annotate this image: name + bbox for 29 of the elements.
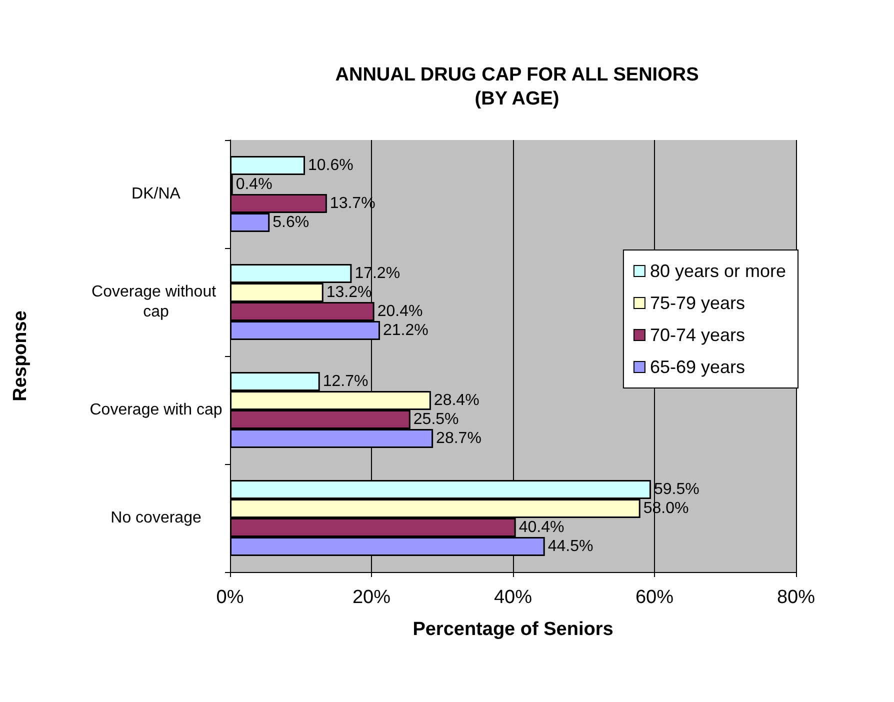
legend-label: 80 years or more [650,261,786,281]
data-label: 28.4% [434,392,480,409]
data-label: 44.5% [548,538,594,555]
chart-title: ANNUAL DRUG CAP FOR ALL SENIORS (BY AGE) [335,64,699,110]
data-label: 12.7% [322,373,368,390]
data-label: 28.7% [436,430,482,447]
data-label: 20.4% [377,303,423,320]
y-tick-label: No coverage [110,510,202,526]
y-tick-label: Coverage with cap [90,402,222,418]
data-label: 13.2% [326,284,372,301]
x-tick-label: 80% [776,587,816,608]
x-tick-label: 40% [494,587,532,608]
legend-label: 75-79 years [650,293,746,313]
data-label: 59.5% [654,481,700,498]
data-label: 25.5% [413,411,459,428]
legend-label: 70-74 years [650,325,746,345]
data-label: 21.2% [382,322,428,339]
x-tick-label: 60% [635,587,674,608]
data-label: 10.6% [308,157,354,174]
x-tick-label: 20% [352,587,391,608]
y-tick-label: DK/NA [132,186,181,202]
x-tick-label: 0% [216,587,244,608]
y-axis-title: Response [10,310,31,402]
data-label: 40.4% [518,519,564,536]
data-label: 5.6% [272,214,310,231]
legend-label: 65-69 years [650,357,746,377]
data-label: 0.4% [236,176,272,193]
y-tick-label: Coverage without cap [92,284,220,320]
x-axis-title: Percentage of Seniors [412,619,614,640]
